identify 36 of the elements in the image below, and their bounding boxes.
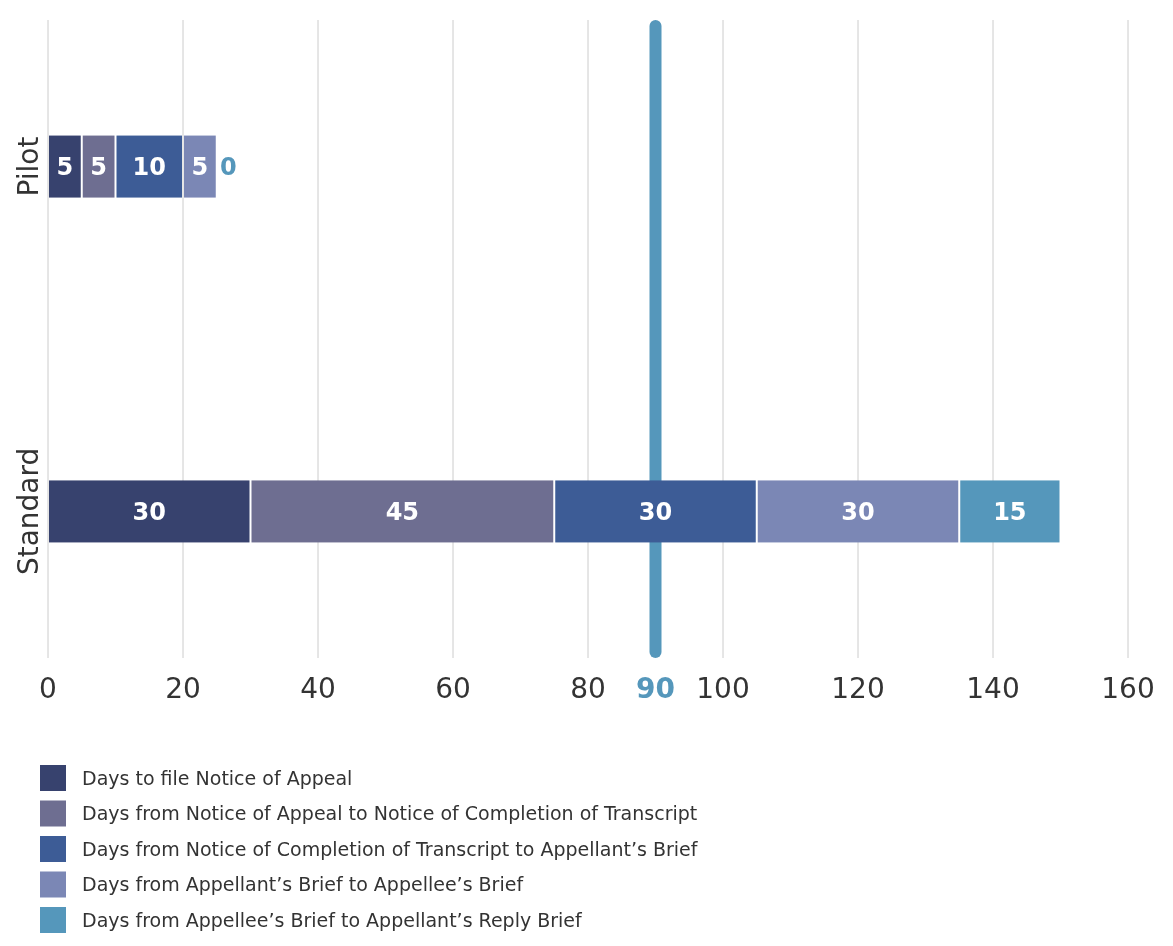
legend-label: Days from Appellant’s Brief to Appellee’s Brief <box>82 873 525 896</box>
x-tick-label: 0 <box>39 672 57 705</box>
x-tick-label: 40 <box>300 672 336 705</box>
y-tick-label: Standard <box>12 447 45 576</box>
data-label: 30 <box>841 497 875 526</box>
x-tick-label: 60 <box>435 672 471 705</box>
data-label: 5 <box>56 152 74 181</box>
x-tick-label: 140 <box>966 672 1020 705</box>
legend-label: Days from Notice of Appeal to Notice of Completion of Transcript <box>82 802 698 825</box>
legend-label: Days from Appellee’s Brief to Appellant’s Reply Brief <box>82 908 584 931</box>
bar <box>49 135 81 198</box>
data-label: 15 <box>993 497 1027 526</box>
bar <box>82 135 115 198</box>
bar <box>960 480 1060 543</box>
x-tick-label: 120 <box>831 672 885 705</box>
x-tick-label: 80 <box>570 672 606 705</box>
x-tick-label: 100 <box>696 672 750 705</box>
bar <box>184 135 216 198</box>
bar <box>757 480 959 543</box>
x-tick-label: 20 <box>165 672 201 705</box>
bar <box>116 135 182 198</box>
bar <box>251 480 554 543</box>
data-label: 0 <box>219 152 237 181</box>
data-label: 10 <box>132 152 166 181</box>
bar <box>49 480 250 543</box>
data-label: 45 <box>385 497 420 526</box>
data-label: 5 <box>90 152 107 181</box>
y-tick-label: Pilot <box>12 136 45 197</box>
data-label: 30 <box>638 497 673 526</box>
legend-label: Days from Notice of Completion of Transcript to Appellant’s Brief <box>82 837 699 860</box>
ref-line-label: 90 <box>636 672 675 705</box>
data-label: 5 <box>191 152 209 181</box>
data-label: 30 <box>132 497 166 526</box>
legend-label: Days to file Notice of Appeal <box>82 766 353 789</box>
bar <box>555 480 756 543</box>
x-tick-label: 160 <box>1101 672 1155 705</box>
